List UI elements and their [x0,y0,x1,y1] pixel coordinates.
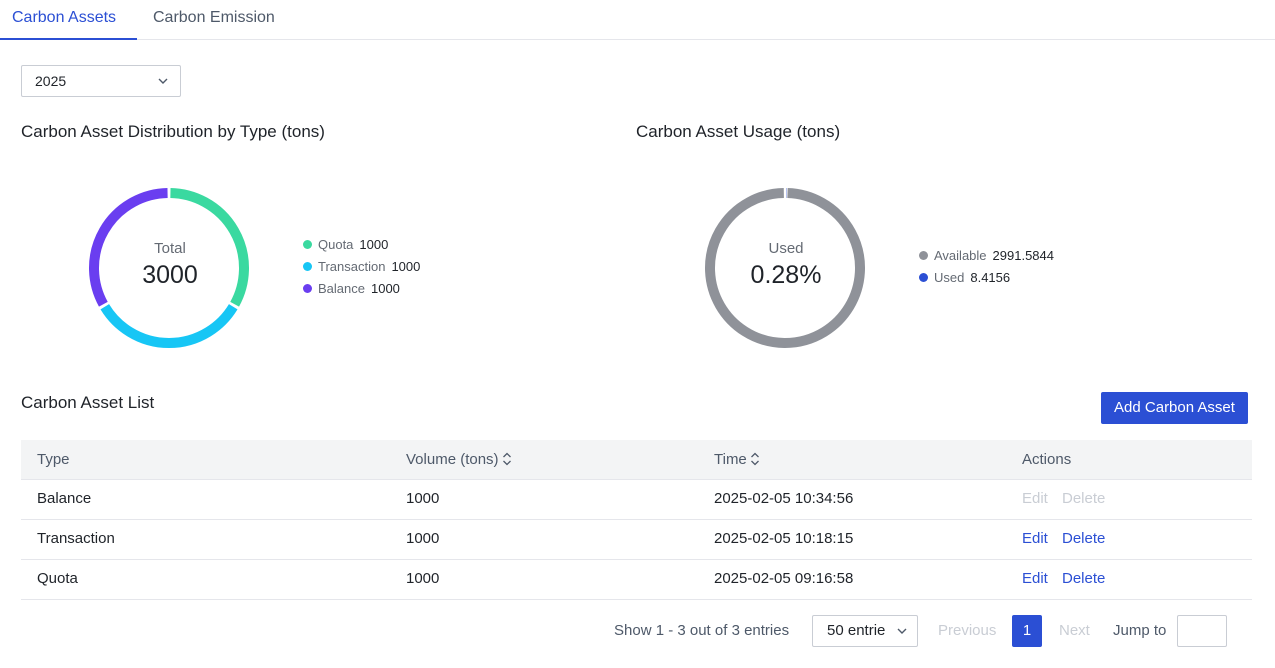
add-carbon-asset-button[interactable]: Add Carbon Asset [1101,392,1248,424]
edit-button[interactable]: Edit [1022,530,1048,547]
table-row: Quota 1000 2025-02-05 09:16:58 Edit Dele… [21,560,1252,600]
cell-time: 2025-02-05 10:34:56 [714,490,854,507]
legend-dot-icon [303,284,312,293]
donut-segment-available [705,188,865,348]
distribution-center-label: Total [154,240,186,257]
jump-to-input[interactable] [1177,615,1227,647]
distribution-chart-title: Carbon Asset Distribution by Type (tons) [21,122,325,141]
sort-icon[interactable] [502,452,512,466]
page-number-current[interactable]: 1 [1012,615,1042,647]
legend-value: 1000 [370,281,400,296]
distribution-center-value: 3000 [142,261,198,289]
tab-carbon-assets[interactable]: Carbon Assets [12,9,117,26]
legend-value: 1000 [359,237,389,252]
usage-center-label: Used [768,240,804,257]
table-row: Balance 1000 2025-02-05 10:34:56 Edit De… [21,480,1252,520]
distribution-legend: Quota 1000 Transaction 1000 Balance 1000 [303,234,420,300]
usage-legend: Available 2991.5844 Used 8.4156 [919,245,1054,289]
legend-label: Transaction [318,259,386,274]
column-header-volume[interactable]: Volume (tons) [406,440,512,480]
sort-icon[interactable] [750,452,760,466]
donut-segment-quota [170,188,249,307]
donut-segment-balance [89,188,168,307]
active-tab-indicator [0,38,137,40]
cell-volume: 1000 [406,530,440,547]
table-header: Type Volume (tons) Time Actions [21,440,1252,480]
legend-dot-icon [919,251,928,260]
chevron-down-icon [158,78,168,84]
cell-volume: 1000 [406,570,440,587]
column-header-time[interactable]: Time [714,440,760,480]
usage-donut-chart [705,188,865,348]
tab-carbon-emission[interactable]: Carbon Emission [153,9,275,26]
cell-time: 2025-02-05 10:18:15 [714,530,854,547]
cell-type: Balance [37,490,92,507]
year-select[interactable]: 2025 [21,65,181,97]
legend-label: Quota [318,237,354,252]
legend-dot-icon [303,262,312,271]
usage-center-value: 0.28% [750,261,822,289]
legend-label: Available [934,248,987,263]
previous-page-button[interactable]: Previous [938,622,997,639]
legend-item[interactable]: Balance 1000 [303,278,420,300]
legend-value: 1000 [391,259,421,274]
cell-time: 2025-02-05 09:16:58 [714,570,854,587]
cell-type: Quota [37,570,78,587]
asset-table: Type Volume (tons) Time Actions Balance … [21,440,1252,600]
cell-type: Transaction [37,530,115,547]
year-select-value: 2025 [35,73,67,89]
cell-volume: 1000 [406,490,440,507]
distribution-center: Total 3000 [110,240,230,290]
next-page-button[interactable]: Next [1059,622,1090,639]
table-row: Transaction 1000 2025-02-05 10:18:15 Edi… [21,520,1252,560]
column-header-time-label: Time [714,451,747,468]
donut-segment-transaction [100,304,238,348]
asset-list-title: Carbon Asset List [21,393,155,412]
jump-to-label: Jump to [1113,622,1167,639]
legend-item[interactable]: Transaction 1000 [303,256,420,278]
delete-button[interactable]: Delete [1062,570,1106,587]
legend-value: 8.4156 [970,270,1011,285]
tab-bar: Carbon Assets Carbon Emission [0,0,1275,40]
legend-label: Used [934,270,965,285]
chevron-down-icon [897,626,907,636]
legend-item[interactable]: Used 8.4156 [919,267,1054,289]
usage-chart-title: Carbon Asset Usage (tons) [636,122,841,141]
column-header-volume-label: Volume (tons) [406,451,499,468]
delete-button[interactable]: Delete [1062,530,1106,547]
legend-dot-icon [303,240,312,249]
column-header-actions: Actions [1022,451,1072,468]
legend-value: 2991.5844 [992,248,1054,263]
delete-button[interactable]: Delete [1062,490,1106,507]
page-size-value: 50 entrie [827,622,886,639]
legend-item[interactable]: Quota 1000 [303,234,420,256]
distribution-donut-chart [89,188,249,348]
edit-button[interactable]: Edit [1022,570,1048,587]
legend-item[interactable]: Available 2991.5844 [919,245,1054,267]
column-header-type: Type [37,451,70,468]
legend-dot-icon [919,273,928,282]
page-size-select[interactable]: 50 entrie [812,615,918,647]
legend-label: Balance [318,281,365,296]
usage-center: Used 0.28% [726,240,846,290]
edit-button[interactable]: Edit [1022,490,1048,507]
pagination-summary: Show 1 - 3 out of 3 entries [614,622,790,639]
